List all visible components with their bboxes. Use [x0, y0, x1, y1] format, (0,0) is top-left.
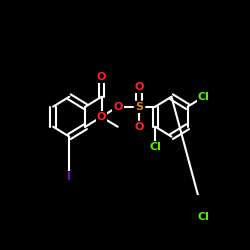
Text: S: S: [135, 102, 143, 112]
Text: Cl: Cl: [198, 92, 210, 102]
Text: O: O: [134, 122, 144, 132]
Text: I: I: [67, 172, 71, 182]
Text: O: O: [97, 112, 106, 122]
Text: O: O: [97, 72, 106, 82]
Text: O: O: [134, 82, 144, 92]
Text: Cl: Cl: [198, 212, 210, 222]
Text: O: O: [113, 102, 122, 112]
Text: Cl: Cl: [150, 142, 161, 152]
